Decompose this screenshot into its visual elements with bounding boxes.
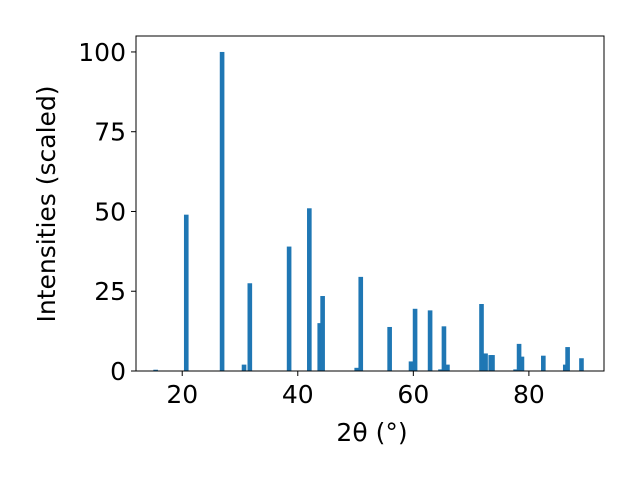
bar-4 [247, 283, 253, 371]
bar-18 [479, 304, 484, 371]
bar-27 [565, 347, 570, 371]
y-tick-label-75: 75 [94, 118, 126, 147]
y-axis-label: Intensities (scaled) [32, 85, 61, 322]
bar-1 [183, 214, 189, 371]
x-axis-label: 2θ (°) [336, 418, 407, 447]
bar-6 [307, 208, 312, 371]
y-tick-label-100: 100 [78, 38, 126, 67]
bar-25 [541, 355, 546, 371]
x-tick-label-40: 40 [282, 380, 314, 409]
bar-0 [153, 369, 158, 371]
bars-layer [153, 51, 584, 371]
bar-17 [445, 364, 450, 371]
x-tick-label-60: 60 [397, 380, 429, 409]
bar-24 [519, 356, 525, 371]
bar-9 [354, 367, 360, 371]
bar-21 [490, 355, 495, 371]
bar-13 [412, 308, 418, 371]
bar-22 [513, 369, 518, 371]
bar-7 [317, 323, 323, 371]
bar-8 [320, 296, 325, 371]
x-tick-label-20: 20 [166, 380, 198, 409]
bar-5 [286, 246, 292, 371]
y-tick-label-50: 50 [94, 197, 126, 226]
bar-11 [387, 326, 392, 371]
bar-12 [408, 361, 414, 371]
bar-2 [219, 51, 225, 371]
y-tick-label-0: 0 [110, 357, 126, 386]
bar-23 [516, 343, 522, 371]
bar-16 [441, 326, 447, 371]
bar-15 [438, 369, 443, 371]
plot-frame [135, 35, 605, 372]
bar-10 [358, 276, 364, 371]
bar-19 [483, 353, 488, 371]
bar-3 [241, 364, 247, 371]
x-tick-label-80: 80 [513, 380, 545, 409]
bar-14 [427, 310, 433, 371]
axes-layer: 20 40 60 80 0 25 50 75 100 [78, 35, 605, 409]
y-tick-label-25: 25 [94, 277, 126, 306]
bar-28 [579, 358, 584, 371]
